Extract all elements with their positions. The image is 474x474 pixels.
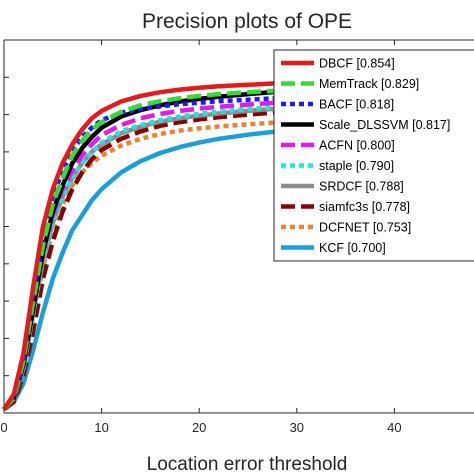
legend-entry: BACF [0.818] [319, 98, 394, 112]
legend-entry: ACFN [0.800] [319, 139, 395, 153]
legend-entry: DCFNET [0.753] [319, 221, 411, 235]
x-tick-label: 30 [290, 420, 304, 435]
legend-entry: SRDCF [0.788] [319, 180, 404, 194]
legend-entry: Scale_DLSSVM [0.817] [319, 118, 450, 132]
axes [3, 39, 474, 414]
legend: DBCF [0.854] MemTrack [0.829] BACF [0.818]… [273, 49, 474, 262]
legend-entry: staple [0.790] [319, 159, 394, 173]
x-ticks: 0 10 20 30 40 [0, 40, 402, 435]
x-axis-label: Location error threshold [147, 454, 348, 474]
chart-title: Precision plots of OPE [142, 10, 352, 33]
legend-entry: DBCF [0.854] [319, 57, 395, 71]
x-tick-label: 20 [192, 420, 206, 435]
legend-entry: MemTrack [0.829] [319, 77, 419, 91]
legend-entry: siamfc3s [0.778] [319, 200, 410, 214]
legend-entry: KCF [0.700] [319, 241, 386, 255]
series-line [2, 82, 474, 411]
x-tick-label: 10 [94, 420, 108, 435]
x-tick-label: 0 [0, 420, 7, 435]
x-tick-label: 40 [387, 420, 401, 435]
